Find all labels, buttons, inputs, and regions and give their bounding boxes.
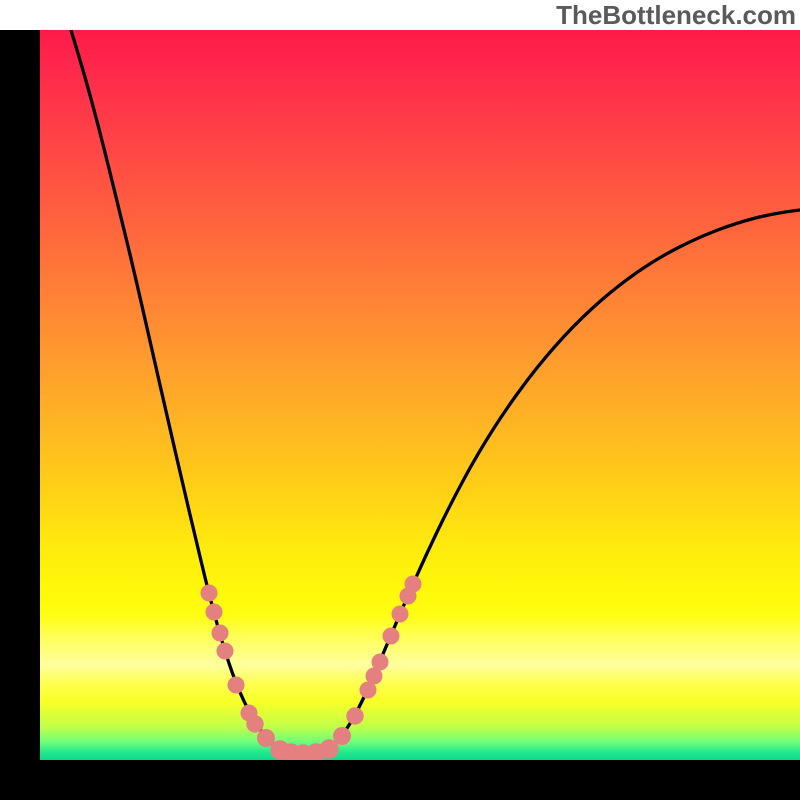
- data-marker: [258, 730, 275, 747]
- data-marker: [392, 606, 408, 622]
- data-marker: [347, 708, 363, 724]
- data-marker: [247, 716, 263, 732]
- data-marker: [334, 728, 351, 745]
- data-marker: [383, 628, 399, 644]
- chart-container: TheBottleneck.com: [0, 0, 800, 800]
- data-marker: [212, 625, 228, 641]
- data-marker: [217, 643, 233, 659]
- data-marker: [228, 677, 244, 693]
- chart-svg: [0, 0, 800, 800]
- watermark-text: TheBottleneck.com: [476, 0, 796, 31]
- data-marker: [206, 604, 222, 620]
- data-marker: [320, 740, 338, 758]
- data-marker: [372, 654, 388, 670]
- gradient-background: [40, 30, 800, 760]
- data-marker: [201, 585, 217, 601]
- data-marker: [405, 576, 421, 592]
